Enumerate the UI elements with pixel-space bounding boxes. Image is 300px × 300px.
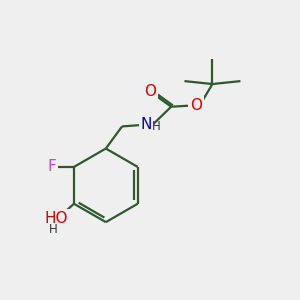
Text: N: N xyxy=(141,118,152,133)
Text: H: H xyxy=(152,120,161,133)
Text: O: O xyxy=(144,84,156,99)
Text: F: F xyxy=(47,159,56,174)
Text: H: H xyxy=(48,223,57,236)
Text: HO: HO xyxy=(44,211,68,226)
Text: O: O xyxy=(190,98,202,113)
